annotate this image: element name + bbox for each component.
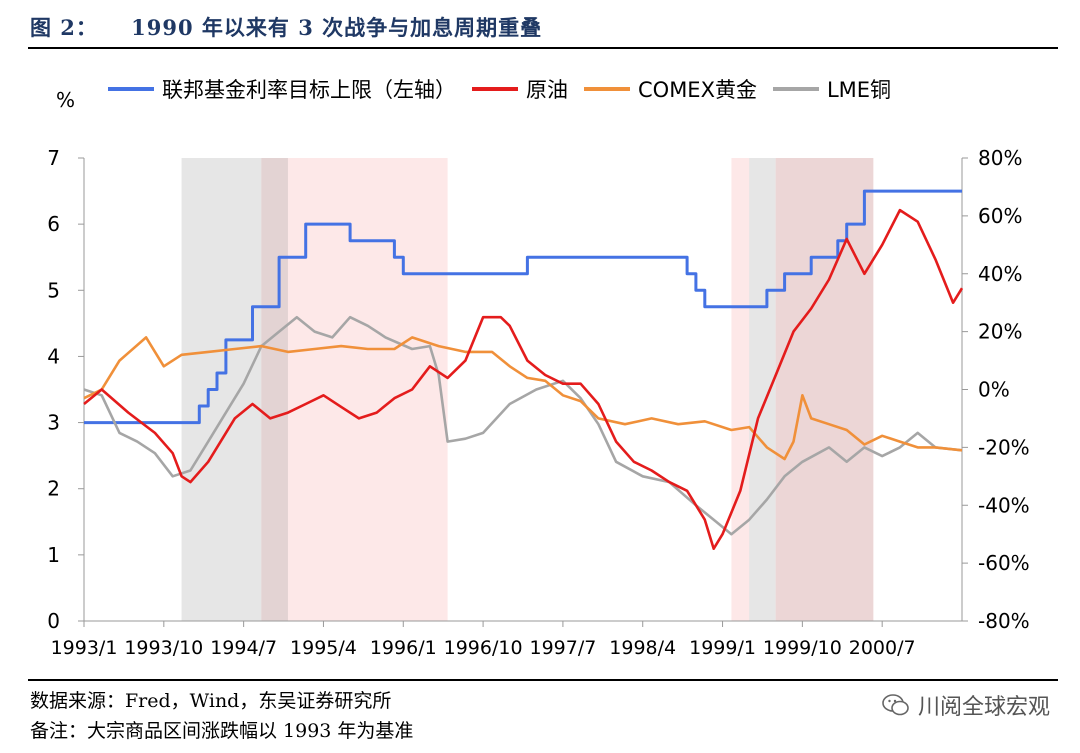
legend-swatch (584, 87, 630, 91)
x-tick-label: 1999/1 (689, 637, 756, 659)
legend-swatch (108, 87, 154, 91)
chart-legend: 联邦基金利率目标上限（左轴） 原油 COMEX黄金 LME铜 (108, 74, 907, 104)
legend-item: 联邦基金利率目标上限（左轴） (108, 74, 456, 104)
x-tick-label: 1994/7 (210, 637, 277, 659)
x-tick-label: 1996/1 (370, 637, 437, 659)
legend-item: LME铜 (772, 74, 892, 104)
left-tick-label: 1 (47, 543, 60, 567)
legend-label: LME铜 (826, 78, 892, 102)
right-tick-label: 20% (978, 320, 1022, 344)
left-tick-label: 7 (47, 146, 60, 170)
x-tick-label: 1995/4 (290, 637, 357, 659)
left-tick-label: 4 (47, 344, 60, 368)
right-tick-label: -60% (978, 551, 1030, 575)
top-rule (28, 47, 1058, 49)
shaded-period-2 (261, 158, 288, 621)
x-tick-label: 1993/1 (51, 637, 118, 659)
left-tick-label: 3 (47, 411, 60, 435)
shaded-period-4 (749, 158, 776, 621)
left-tick-label: 6 (47, 212, 60, 236)
series-line-1 (83, 208, 964, 550)
x-tick-label: 1996/10 (444, 637, 523, 659)
legend-label: COMEX黄金 (638, 78, 757, 102)
figure-title: 图 2： 1990 年以来有 3 次战争与加息周期重叠 (30, 15, 543, 40)
remark-note: 备注：大宗商品区间涨跌幅以 1993 年为基准 (30, 720, 414, 742)
x-tick-label: 1997/7 (529, 637, 596, 659)
legend-label: 联邦基金利率目标上限（左轴） (162, 78, 456, 102)
left-tick-label: 0 (47, 609, 60, 633)
legend-swatch (772, 87, 819, 91)
legend-item: COMEX黄金 (584, 74, 757, 104)
shaded-period-5 (775, 158, 874, 621)
right-tick-label: -20% (978, 435, 1030, 459)
x-tick-label: 1998/4 (609, 637, 676, 659)
legend-item: 原油 (472, 74, 568, 104)
left-axis-unit: % (56, 88, 76, 112)
legend-swatch (472, 87, 518, 91)
x-tick-label: 1999/10 (763, 637, 842, 659)
right-tick-label: -80% (978, 609, 1030, 633)
left-tick-label: 2 (47, 477, 60, 501)
right-tick-label: 60% (978, 204, 1022, 228)
series-line-0 (84, 189, 962, 425)
bottom-rule (28, 679, 1058, 681)
right-tick-label: 0% (978, 378, 1010, 402)
right-tick-label: 40% (978, 262, 1022, 286)
series-line-2 (83, 336, 963, 461)
x-tick-label: 1993/10 (124, 637, 203, 659)
source-note: 数据来源：Fred，Wind，东吴证券研究所 (30, 690, 392, 712)
wechat-icon (882, 694, 909, 716)
watermark-text: 川阅全球宏观 (917, 695, 1050, 720)
shaded-period-1 (261, 158, 448, 621)
watermark: 川阅全球宏观 (882, 689, 1050, 721)
series-line-3 (83, 315, 963, 536)
x-tick-label: 2000/7 (849, 637, 916, 659)
left-tick-label: 5 (47, 278, 60, 302)
legend-label: 原油 (526, 78, 568, 102)
right-tick-label: 80% (978, 146, 1022, 170)
chart-plot: 0 1 2 3 4 5 6 7 -80% -60% -40% -20% 0% 20% 40% 60% 80% 19… (47, 146, 1030, 659)
right-tick-label: -40% (978, 493, 1030, 517)
